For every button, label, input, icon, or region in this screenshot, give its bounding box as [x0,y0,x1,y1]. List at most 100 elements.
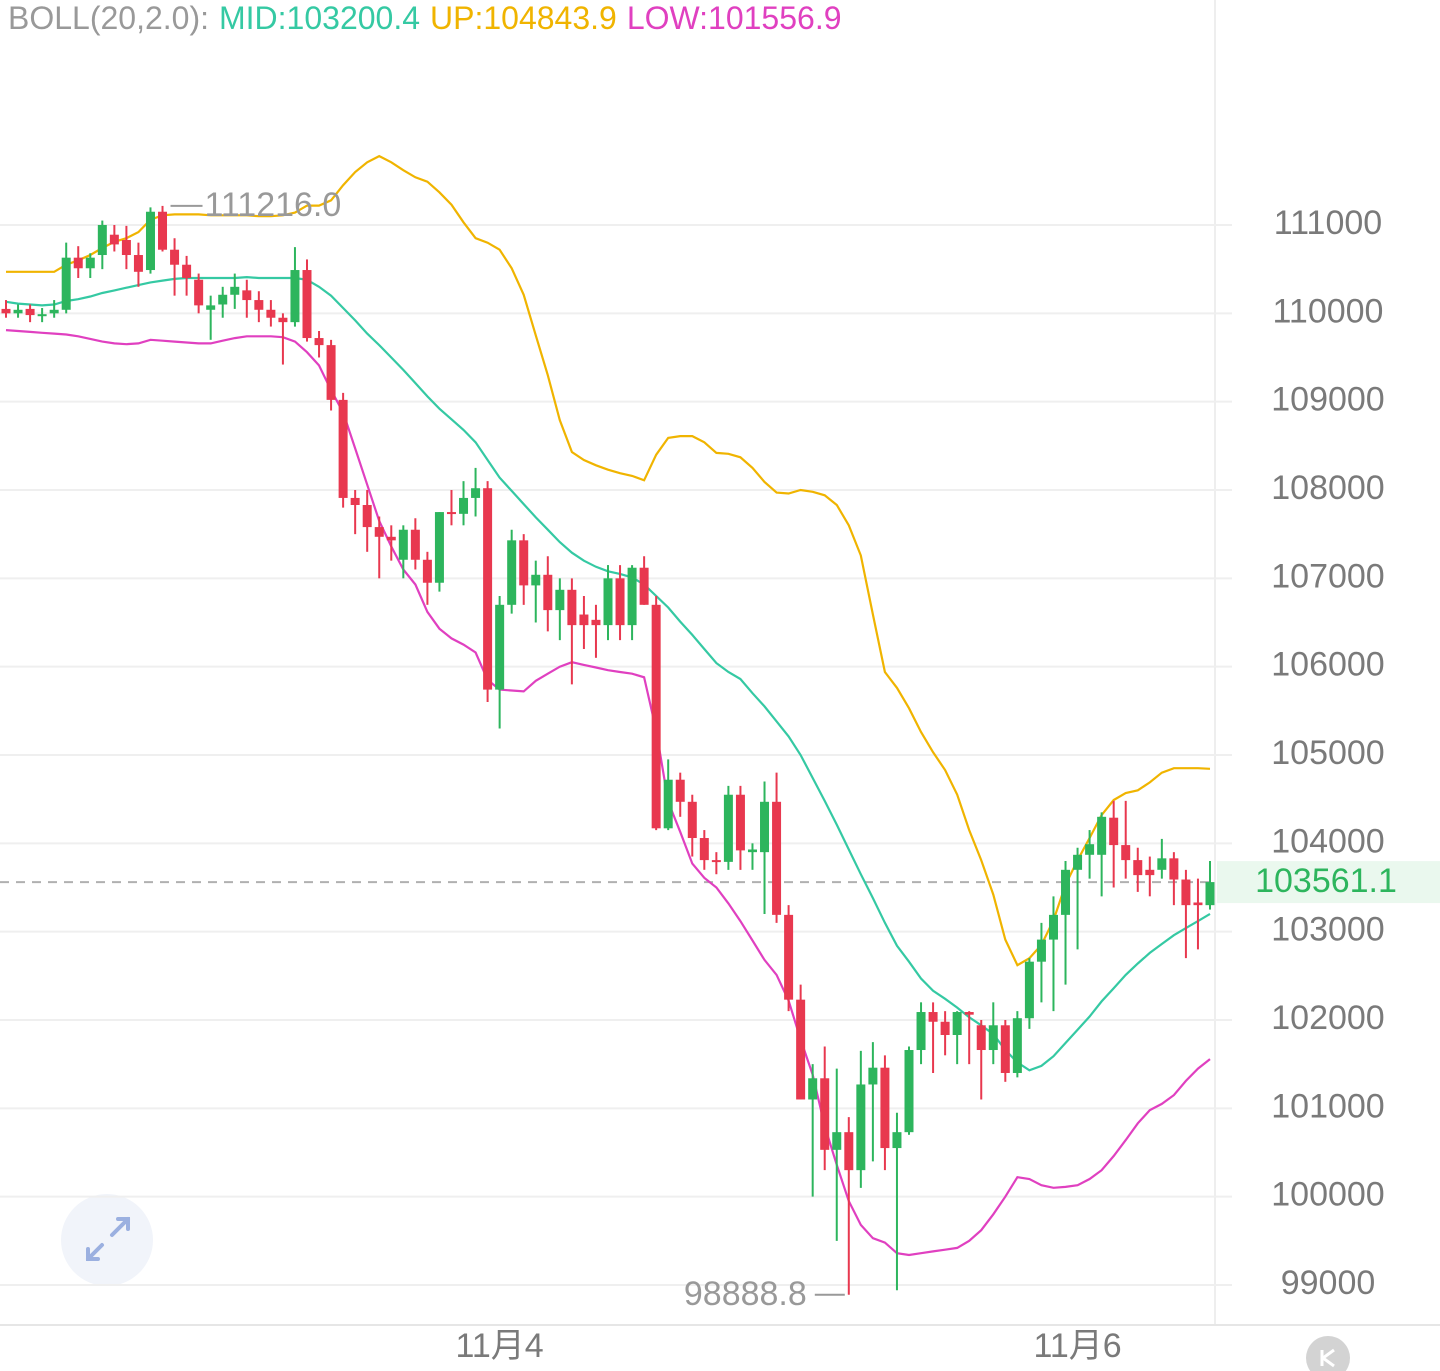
last-price-bg [1217,861,1440,904]
candle-body [495,604,505,690]
candle-body [784,914,794,1000]
candle-body [290,270,300,323]
candle-body [85,257,95,269]
candle-body [639,567,649,605]
candle-body [627,567,637,626]
candle-body [13,309,23,314]
candle-body [1133,860,1143,876]
candle-body [735,794,745,851]
indicator-title: BOLL(20,2.0): [8,0,209,36]
candle-body [1097,816,1107,855]
candle-body [591,619,601,626]
y-tick-label: 102000 [1271,999,1384,1037]
grid [0,223,1232,1286]
y-tick-label: 105000 [1271,734,1384,772]
candle-body [1145,869,1155,876]
candle-body [483,488,493,690]
candle-body [398,529,408,560]
candle-body [326,345,336,400]
candle-body [121,240,131,256]
candle-body [663,779,673,829]
candle-body [133,255,143,272]
expand-icon[interactable] [86,1217,130,1261]
candle-body [796,999,806,1100]
candle-body [471,488,481,498]
candle-body [206,305,216,310]
candle-body [988,1025,998,1051]
k-button[interactable] [1306,1336,1350,1371]
x-tick-label: 11月4 [456,1327,544,1365]
candle-body [446,512,456,515]
min-label: 98888.8 [684,1275,807,1313]
y-tick-label: 108000 [1271,469,1384,507]
y-tick-label: 104000 [1271,822,1384,860]
indicator-header: BOLL(20,2.0): MID:103200.4 UP:104843.9 LOW:… [8,0,842,36]
candle-body [856,1084,866,1171]
k-icon[interactable] [1320,1348,1335,1368]
candle-body [555,589,565,611]
y-tick-label: 103000 [1271,911,1384,949]
y-tick-label: 101000 [1271,1087,1384,1125]
candle-body [747,849,757,853]
candle-body [808,1078,818,1100]
candle-body [928,1012,938,1022]
expand-button[interactable] [61,1194,153,1286]
candle-body [362,505,372,528]
candle-body [952,1012,962,1036]
candle-body [182,264,192,278]
candle-body [1012,1018,1022,1073]
candle-body [459,497,469,514]
candle-body [820,1078,830,1150]
candle-body [1205,882,1215,906]
candle-body [266,309,276,318]
candle-body [1048,914,1058,940]
candle-body [1193,902,1203,906]
candle-body [543,574,553,611]
candle-body [254,300,264,310]
candle-body [25,308,35,316]
low-legend: LOW:101556.9 [627,0,842,36]
candle-body [651,604,661,829]
candle-body [1073,854,1083,870]
candle-body [567,589,577,626]
y-tick-label: 106000 [1271,646,1384,684]
candle-body [772,801,782,915]
candle-body [49,309,59,314]
last-price-label: 103561.1 [1255,862,1397,900]
band-line [5,275,1211,1072]
candle-body [218,294,228,305]
candle-body [832,1132,842,1150]
candles [1,205,1215,1295]
candle-body [410,529,420,560]
candle-body [374,527,384,537]
candle-body [61,257,71,310]
candle-body [170,249,180,265]
candle-body [158,211,168,250]
candle-body [675,779,685,802]
up-legend: UP:104843.9 [430,0,617,36]
candle-body [723,794,733,862]
candle-body [194,279,204,306]
candle-body [37,314,47,317]
candle-body [242,290,252,301]
candle-body [711,860,721,863]
candle-body [1000,1025,1010,1073]
candle-body [964,1012,974,1015]
candle-body [278,317,288,323]
candle-body [1181,879,1191,906]
candle-body [1169,858,1179,880]
band-line [6,154,1211,967]
band-line [5,329,1211,1257]
candle-body [1061,869,1071,915]
candle-body [699,838,709,861]
candle-body [892,1132,902,1149]
candle-body [579,614,589,626]
candle-body [1036,939,1046,962]
candle-body [844,1132,854,1171]
mid-legend: MID:103200.4 [219,0,420,36]
max-label: 111216.0 [205,186,342,224]
y-tick-label: 100000 [1271,1176,1384,1214]
candle-body [1109,817,1119,846]
expand-button-bg[interactable] [61,1194,153,1286]
